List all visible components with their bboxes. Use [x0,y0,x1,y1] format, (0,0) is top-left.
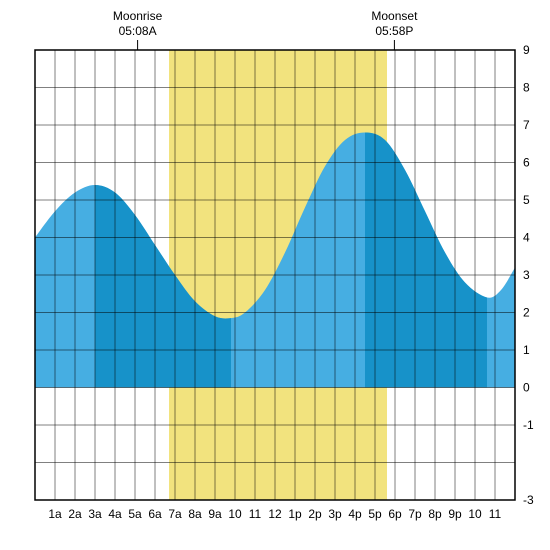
y-tick-label: 5 [523,193,530,207]
y-tick-label: 2 [523,306,530,320]
y-tick-label: 7 [523,118,530,132]
tide-chart: 1a2a3a4a5a6a7a8a9a1011121p2p3p4p5p6p7p8p… [0,0,550,550]
x-tick-label: 11 [489,507,502,521]
y-tick-label: 9 [523,43,530,57]
annotation-label-0: Moonrise [113,9,163,23]
x-tick-label: 1a [48,507,62,521]
x-tick-label: 4a [108,507,122,521]
x-tick-label: 8a [188,507,202,521]
x-tick-label: 12 [268,507,282,521]
x-tick-label: 5a [128,507,142,521]
x-tick-label: 9a [208,507,222,521]
x-tick-label: 1p [288,507,302,521]
y-tick-label: 0 [523,381,530,395]
x-tick-label: 2p [308,507,322,521]
annotation-label-1: Moonset [371,9,418,23]
annotation-time-0: 05:08A [119,24,157,38]
x-tick-label: 3p [328,507,342,521]
y-tick-label: -3 [523,493,534,507]
y-tick-label: 3 [523,268,530,282]
annotation-time-1: 05:58P [375,24,413,38]
chart-svg: 1a2a3a4a5a6a7a8a9a1011121p2p3p4p5p6p7p8p… [0,0,550,550]
x-tick-label: 5p [368,507,382,521]
x-tick-label: 2a [68,507,82,521]
y-tick-label: 6 [523,156,530,170]
y-tick-label: 1 [523,343,530,357]
x-tick-label: 7p [408,507,422,521]
y-tick-label: -1 [523,418,534,432]
x-tick-label: 11 [249,507,262,521]
x-tick-label: 4p [348,507,362,521]
y-tick-label: 8 [523,81,530,95]
x-tick-label: 10 [228,507,242,521]
x-tick-label: 9p [448,507,462,521]
x-tick-label: 6p [388,507,402,521]
x-tick-label: 10 [468,507,482,521]
x-tick-label: 8p [428,507,442,521]
x-tick-label: 7a [168,507,182,521]
y-tick-label: 4 [523,231,530,245]
x-tick-label: 3a [88,507,102,521]
x-tick-label: 6a [148,507,162,521]
